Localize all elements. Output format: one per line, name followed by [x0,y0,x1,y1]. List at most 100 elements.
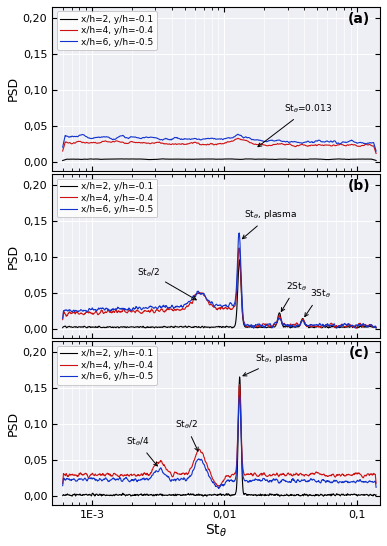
x/h=2, y/h=-0.1 [60,492,65,499]
x/h=4, y/h=-0.4 [237,381,242,388]
Text: $\mathrm{St}_\theta$=0.013: $\mathrm{St}_\theta$=0.013 [258,103,332,147]
x/h=2, y/h=-0.1 [210,156,214,162]
x/h=4, y/h=-0.4 [209,141,214,147]
x/h=4, y/h=-0.4 [374,480,378,486]
x/h=2, y/h=-0.1 [80,492,84,498]
x/h=6, y/h=-0.5 [299,477,303,484]
x/h=6, y/h=-0.5 [216,485,221,492]
x/h=2, y/h=-0.1 [374,157,378,164]
x/h=2, y/h=-0.1 [251,324,256,330]
x/h=4, y/h=-0.4 [374,150,378,157]
x/h=6, y/h=-0.5 [230,134,235,141]
Text: $\mathrm{St}_\theta$/4: $\mathrm{St}_\theta$/4 [126,436,158,466]
x/h=6, y/h=-0.5 [209,135,214,141]
x/h=6, y/h=-0.5 [252,477,256,483]
x/h=4, y/h=-0.4 [237,245,241,251]
Text: $\mathrm{St}_\theta$/2: $\mathrm{St}_\theta$/2 [175,419,198,451]
x/h=6, y/h=-0.5 [60,144,65,150]
x/h=2, y/h=-0.1 [298,319,303,325]
x/h=2, y/h=-0.1 [251,492,256,498]
x/h=2, y/h=-0.1 [260,324,265,331]
x/h=2, y/h=-0.1 [321,493,326,500]
x/h=4, y/h=-0.4 [299,471,303,477]
x/h=4, y/h=-0.4 [230,138,235,145]
Y-axis label: PSD: PSD [7,244,20,269]
x/h=2, y/h=-0.1 [243,323,247,330]
Text: (a): (a) [348,12,370,26]
x/h=6, y/h=-0.5 [211,135,216,142]
Text: $\mathrm{St}_\theta$, plasma: $\mathrm{St}_\theta$, plasma [243,352,308,376]
x/h=6, y/h=-0.5 [299,319,303,325]
x/h=6, y/h=-0.5 [318,138,322,144]
x/h=4, y/h=-0.4 [216,483,221,489]
x/h=6, y/h=-0.5 [261,323,265,329]
x/h=4, y/h=-0.4 [298,321,303,327]
x/h=2, y/h=-0.1 [367,156,372,162]
X-axis label: $\mathrm{St}_\theta$: $\mathrm{St}_\theta$ [205,523,227,539]
Y-axis label: PSD: PSD [7,411,20,436]
x/h=4, y/h=-0.4 [211,141,216,148]
Line: x/h=4, y/h=-0.4: x/h=4, y/h=-0.4 [63,384,376,486]
x/h=2, y/h=-0.1 [80,324,84,330]
x/h=4, y/h=-0.4 [260,321,265,328]
Line: x/h=4, y/h=-0.4: x/h=4, y/h=-0.4 [63,138,376,153]
x/h=2, y/h=-0.1 [298,492,303,499]
x/h=6, y/h=-0.5 [60,482,65,489]
x/h=6, y/h=-0.5 [80,476,84,482]
Legend: x/h=2, y/h=-0.1, x/h=4, y/h=-0.4, x/h=6, y/h=-0.5: x/h=2, y/h=-0.1, x/h=4, y/h=-0.4, x/h=6,… [57,179,157,217]
x/h=2, y/h=-0.1 [60,324,65,331]
x/h=6, y/h=-0.5 [60,315,65,322]
x/h=6, y/h=-0.5 [248,135,252,141]
Text: $\mathrm{St}_\theta$/2: $\mathrm{St}_\theta$/2 [137,266,196,300]
x/h=2, y/h=-0.1 [161,156,166,162]
Line: x/h=6, y/h=-0.5: x/h=6, y/h=-0.5 [63,134,376,151]
x/h=6, y/h=-0.5 [331,478,336,485]
x/h=4, y/h=-0.4 [330,322,335,328]
x/h=6, y/h=-0.5 [374,324,378,331]
x/h=4, y/h=-0.4 [248,139,252,146]
x/h=2, y/h=-0.1 [237,373,242,380]
Line: x/h=2, y/h=-0.1: x/h=2, y/h=-0.1 [63,159,376,161]
x/h=4, y/h=-0.4 [243,322,247,328]
x/h=4, y/h=-0.4 [60,316,65,323]
x/h=6, y/h=-0.5 [374,148,378,155]
x/h=6, y/h=-0.5 [236,131,240,138]
x/h=2, y/h=-0.1 [330,324,335,330]
x/h=4, y/h=-0.4 [261,471,265,477]
x/h=4, y/h=-0.4 [243,472,248,478]
x/h=6, y/h=-0.5 [80,307,84,314]
x/h=2, y/h=-0.1 [243,490,247,497]
x/h=6, y/h=-0.5 [331,322,336,329]
x/h=4, y/h=-0.4 [252,472,256,478]
Text: $\mathrm{St}_\theta$, plasma: $\mathrm{St}_\theta$, plasma [242,209,297,239]
Text: (b): (b) [348,179,370,193]
Legend: x/h=2, y/h=-0.1, x/h=4, y/h=-0.4, x/h=6, y/h=-0.5: x/h=2, y/h=-0.1, x/h=4, y/h=-0.4, x/h=6,… [57,346,157,384]
x/h=4, y/h=-0.4 [236,135,240,141]
x/h=2, y/h=-0.1 [260,492,265,498]
Text: $\mathrm{2St}_\theta$: $\mathrm{2St}_\theta$ [281,281,307,311]
Line: x/h=6, y/h=-0.5: x/h=6, y/h=-0.5 [63,396,376,489]
x/h=2, y/h=-0.1 [60,157,65,164]
Legend: x/h=2, y/h=-0.1, x/h=4, y/h=-0.4, x/h=6, y/h=-0.5: x/h=2, y/h=-0.1, x/h=4, y/h=-0.4, x/h=6,… [57,11,157,50]
Line: x/h=2, y/h=-0.1: x/h=2, y/h=-0.1 [63,377,376,496]
x/h=4, y/h=-0.4 [60,480,65,487]
x/h=4, y/h=-0.4 [80,311,84,317]
x/h=4, y/h=-0.4 [318,141,322,148]
x/h=4, y/h=-0.4 [60,148,65,155]
x/h=6, y/h=-0.5 [251,324,256,330]
x/h=4, y/h=-0.4 [374,324,378,331]
x/h=6, y/h=-0.5 [367,140,372,146]
x/h=6, y/h=-0.5 [261,475,265,482]
x/h=2, y/h=-0.1 [374,492,378,498]
Line: x/h=6, y/h=-0.5: x/h=6, y/h=-0.5 [63,233,376,328]
x/h=2, y/h=-0.1 [374,325,378,331]
Text: (c): (c) [349,346,370,360]
x/h=4, y/h=-0.4 [331,471,336,478]
x/h=2, y/h=-0.1 [212,156,216,162]
x/h=2, y/h=-0.1 [231,156,235,162]
x/h=6, y/h=-0.5 [237,393,242,399]
x/h=4, y/h=-0.4 [80,471,84,478]
x/h=2, y/h=-0.1 [237,257,242,263]
x/h=2, y/h=-0.1 [331,490,336,497]
x/h=6, y/h=-0.5 [374,484,378,491]
